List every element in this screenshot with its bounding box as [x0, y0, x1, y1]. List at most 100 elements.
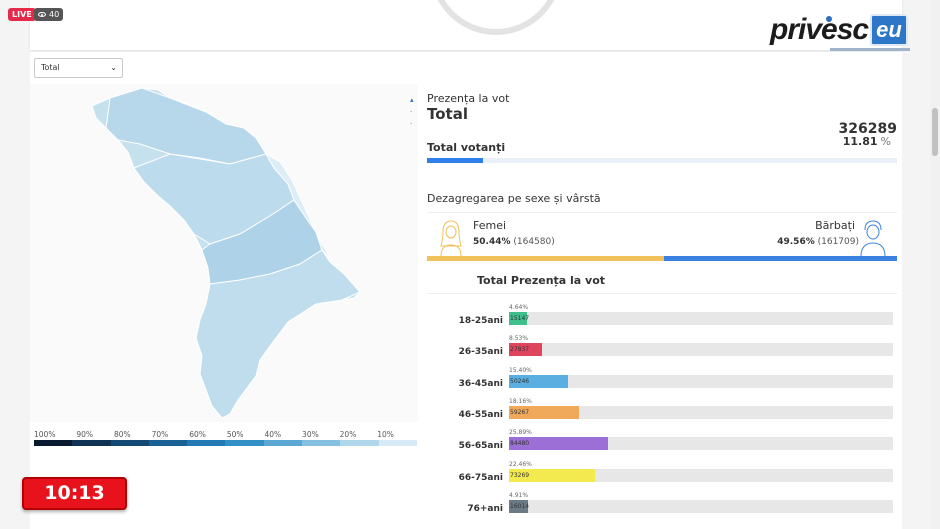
- dashboard-panel: Total ⌄ ▴ · · 100% 90% 80% 70% 60% 50% 4…: [30, 52, 902, 529]
- age-group-percent: 18.16%: [509, 397, 532, 405]
- age-bar-track: 16014: [509, 499, 893, 513]
- privesc-logo: privesc eu: [770, 13, 910, 51]
- female-avatar-icon: [440, 220, 462, 256]
- legend-swatch: [378, 440, 417, 446]
- male-share-bar: [664, 256, 897, 261]
- male-stat: 49.56% (161709): [777, 237, 859, 247]
- stats-panel: Prezența la vot Total 326289 11.81% Tota…: [427, 52, 902, 529]
- age-row: 18-25ani 4.64% 15147: [427, 304, 902, 334]
- legend-label: 60%: [189, 430, 206, 439]
- age-row: 36-45ani 15.40% 50246: [427, 367, 902, 397]
- age-group-label: 46-55ani: [458, 409, 503, 420]
- age-group-count: 50246: [510, 377, 530, 385]
- turnout-progress-bar: [427, 158, 897, 163]
- age-row: 26-35ani 8.53% 27837: [427, 335, 902, 365]
- zoom-dot-icon[interactable]: ·: [410, 120, 413, 128]
- logo-dot: [826, 16, 832, 22]
- header-band: [30, 0, 902, 50]
- logo-laptop-base: [830, 48, 910, 51]
- turnout-progress-fill: [427, 158, 483, 163]
- age-section-title: Total Prezența la vot: [477, 274, 606, 287]
- age-bar-fill: 50246: [509, 374, 569, 388]
- scrollbar-thumb[interactable]: [932, 108, 938, 156]
- turnout-percent: 11.81%: [843, 135, 891, 148]
- eye-icon: [38, 12, 46, 17]
- age-group-label: 66-75ani: [458, 472, 503, 483]
- age-group-label: 76+ani: [467, 503, 503, 514]
- legend-label: 10%: [377, 430, 394, 439]
- age-group-label: 36-45ani: [458, 378, 503, 389]
- region-select-value: Total: [41, 63, 60, 72]
- age-group-percent: 15.40%: [509, 366, 532, 374]
- map-zoom-controls[interactable]: ▴ · ·: [410, 94, 414, 130]
- gender-split-bar: [427, 256, 897, 261]
- age-row: 66-75ani 22.46% 73269: [427, 461, 902, 491]
- viewer-count-badge: 40: [34, 8, 64, 21]
- male-avatar-icon: [860, 220, 886, 256]
- age-group-label: 18-25ani: [458, 316, 503, 326]
- female-count: (164580): [513, 237, 555, 247]
- zoom-dot-icon[interactable]: ·: [410, 108, 413, 116]
- disaggregation-title: Dezagregarea pe sexe și vârstă: [427, 192, 601, 205]
- age-group-label: 26-35ani: [458, 347, 503, 358]
- legend-swatch: [148, 440, 188, 446]
- age-group-count: 16014: [510, 502, 530, 510]
- countdown-timer: 10:13: [22, 477, 127, 510]
- legend-label: 100%: [34, 430, 56, 439]
- age-group-percent: 8.53%: [509, 335, 529, 343]
- map-east-strip: [264, 152, 333, 261]
- divider: [427, 212, 897, 213]
- zoom-up-icon[interactable]: ▴: [410, 96, 414, 104]
- age-group-percent: 25.89%: [509, 429, 532, 437]
- male-label: Bărbați: [815, 219, 855, 232]
- age-bar-track: 50246: [509, 374, 893, 388]
- age-group-label: 56-65ani: [458, 441, 503, 452]
- legend-label: 20%: [339, 430, 357, 439]
- logo-text: privesc: [770, 13, 869, 46]
- legend-swatch: [302, 440, 341, 446]
- legend-swatch: [225, 440, 264, 446]
- age-bar-track: 15147: [509, 312, 893, 325]
- region-select[interactable]: Total ⌄: [34, 58, 123, 78]
- viewer-count: 40: [49, 10, 60, 19]
- age-bar-fill: 59267: [509, 405, 579, 419]
- legend-label: 30%: [302, 430, 319, 439]
- age-group-percent: 4.64%: [509, 304, 529, 311]
- logo-eu-badge: eu: [870, 14, 908, 46]
- age-group-percent: 22.46%: [509, 460, 532, 468]
- divider: [427, 293, 897, 294]
- moldova-map-svg[interactable]: [30, 84, 418, 422]
- legend-label: 50%: [226, 430, 244, 439]
- female-label: Femei: [473, 219, 507, 232]
- legend-swatch: [72, 440, 111, 446]
- legend-label: 40%: [264, 430, 282, 439]
- age-group-count: 73269: [510, 471, 530, 479]
- live-badge: LIVE: [8, 8, 36, 21]
- age-group-percent: 4.91%: [509, 491, 529, 499]
- age-bar-fill: 84480: [509, 437, 609, 451]
- age-bar-track: 84480: [509, 437, 893, 451]
- male-percent: 49.56%: [777, 237, 815, 247]
- total-votes-count: 326289: [838, 121, 897, 137]
- age-row: 76+ani 4.91% 16014: [427, 492, 902, 522]
- moldova-map[interactable]: [30, 84, 418, 422]
- female-stat: 50.44% (164580): [473, 237, 555, 247]
- legend-label: 80%: [114, 430, 131, 439]
- legend-swatch: [110, 440, 149, 446]
- turnout-percent-value: 11.81: [842, 135, 878, 148]
- legend-swatch: [187, 440, 226, 446]
- male-count: (161709): [817, 237, 859, 247]
- percent-symbol: %: [880, 135, 891, 148]
- female-share-bar: [427, 256, 665, 261]
- map-legend-labels: 100% 90% 80% 70% 60% 50% 40% 30% 20% 10%: [34, 430, 418, 439]
- legend-label: 90%: [76, 430, 94, 439]
- legend-swatch: [34, 440, 73, 446]
- age-row: 46-55ani 18.16% 59267: [427, 398, 902, 428]
- chevron-down-icon: ⌄: [110, 63, 117, 72]
- page-scrollbar[interactable]: [930, 0, 940, 529]
- turnout-scope: Total: [427, 105, 468, 123]
- age-bar-fill: 16014: [509, 499, 530, 513]
- legend-label: 70%: [151, 430, 169, 439]
- age-bar-fill: 15147: [509, 312, 530, 325]
- age-group-count: 15147: [510, 315, 530, 322]
